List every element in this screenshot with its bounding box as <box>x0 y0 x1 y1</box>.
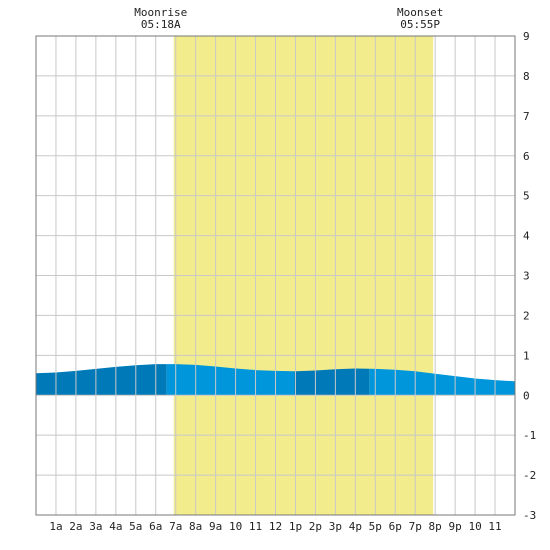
x-tick-label: 2p <box>309 520 322 533</box>
x-tick-label: 4a <box>109 520 122 533</box>
y-tick-label: 9 <box>523 30 530 43</box>
x-tick-label: 7p <box>409 520 422 533</box>
moonset-time: 05:55P <box>400 18 440 31</box>
x-tick-label: 12 <box>269 520 282 533</box>
y-tick-label: 2 <box>523 309 530 322</box>
x-tick-label: 7a <box>169 520 182 533</box>
tide-band-3 <box>294 368 370 396</box>
x-tick-label: 8a <box>189 520 202 533</box>
y-tick-label: 1 <box>523 349 530 362</box>
y-tick-label: 0 <box>523 389 530 402</box>
x-tick-label: 10 <box>468 520 481 533</box>
x-tick-label: 5a <box>129 520 142 533</box>
y-tick-label: 6 <box>523 150 530 163</box>
x-tick-label: 9a <box>209 520 222 533</box>
y-tick-label: -1 <box>523 429 536 442</box>
tide-band-2 <box>166 364 295 396</box>
y-tick-label: 7 <box>523 110 530 123</box>
moonset-label: Moonset <box>397 6 443 19</box>
x-tick-label: 6p <box>389 520 402 533</box>
x-tick-label: 6a <box>149 520 162 533</box>
x-tick-label: 11 <box>488 520 501 533</box>
x-tick-label: 5p <box>369 520 382 533</box>
moonrise-time: 05:18A <box>141 18 181 31</box>
y-tick-label: -2 <box>523 469 536 482</box>
x-tick-label: 8p <box>429 520 442 533</box>
y-tick-label: 3 <box>523 270 530 283</box>
y-tick-label: 8 <box>523 70 530 83</box>
x-tick-label: 9p <box>449 520 462 533</box>
moonrise-label: Moonrise <box>134 6 187 19</box>
tide-band-1 <box>36 364 167 396</box>
y-tick-label: 5 <box>523 190 530 203</box>
x-tick-label: 3a <box>89 520 102 533</box>
x-tick-label: 2a <box>69 520 82 533</box>
x-tick-label: 3p <box>329 520 342 533</box>
plot-frame <box>35 35 516 516</box>
y-tick-label: 4 <box>523 230 530 243</box>
x-tick-label: 11 <box>249 520 262 533</box>
x-tick-label: 10 <box>229 520 242 533</box>
y-tick-label: -3 <box>523 509 536 522</box>
x-tick-label: 4p <box>349 520 362 533</box>
x-tick-label: 1p <box>289 520 302 533</box>
tide-band-4 <box>369 368 515 396</box>
x-tick-label: 1a <box>49 520 62 533</box>
